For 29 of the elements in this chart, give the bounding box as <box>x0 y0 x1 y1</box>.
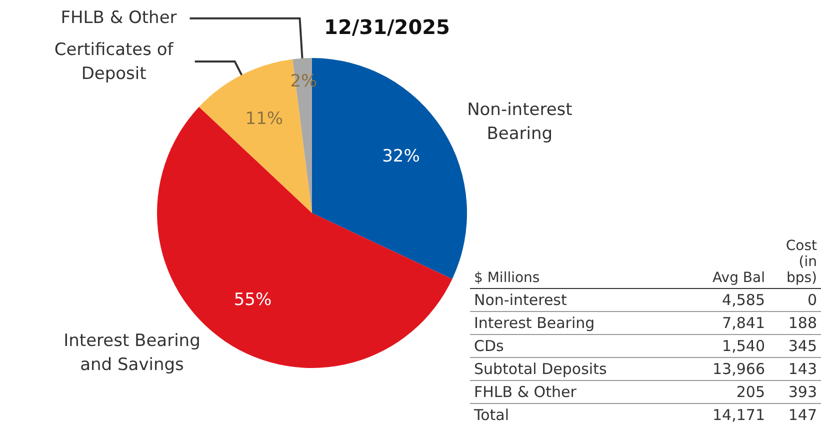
data-label: 0 <box>806 290 818 311</box>
data-label: 13,966 <box>712 359 766 380</box>
category-label: CDs <box>473 336 505 357</box>
data-label: 188 <box>787 313 818 334</box>
text: Avg Bal <box>712 269 766 288</box>
data-label: 4,585 <box>721 290 766 311</box>
data-label: 32% <box>382 146 420 167</box>
category-label: Subtotal Deposits <box>473 359 608 380</box>
data-label: 205 <box>735 382 766 403</box>
slice-label: Certificates of Deposit <box>53 38 174 86</box>
data-label: 143 <box>787 359 818 380</box>
data-label: 393 <box>787 382 818 403</box>
data-label: 147 <box>787 405 818 426</box>
data-label: 7,841 <box>721 313 766 334</box>
slice-label: Interest Bearing and Savings <box>62 330 202 377</box>
category-label: Interest Bearing <box>473 313 596 334</box>
text: Cost (in bps) <box>784 237 818 288</box>
data-label: 55% <box>234 290 272 310</box>
category-label: Total <box>473 405 510 426</box>
category-label: Non-interest <box>473 290 568 311</box>
data-label: 1,540 <box>721 336 766 357</box>
slice-label: FHLB & Other <box>60 7 178 30</box>
text: $ Millions <box>473 269 541 288</box>
data-label: 14,171 <box>712 405 766 426</box>
data-label: 11% <box>245 109 284 130</box>
data-label: 345 <box>787 336 818 357</box>
slice-label: Non-interest Bearing <box>466 99 574 146</box>
category-label: FHLB & Other <box>473 382 578 403</box>
chart-title: 12/31/2025 <box>324 15 450 39</box>
